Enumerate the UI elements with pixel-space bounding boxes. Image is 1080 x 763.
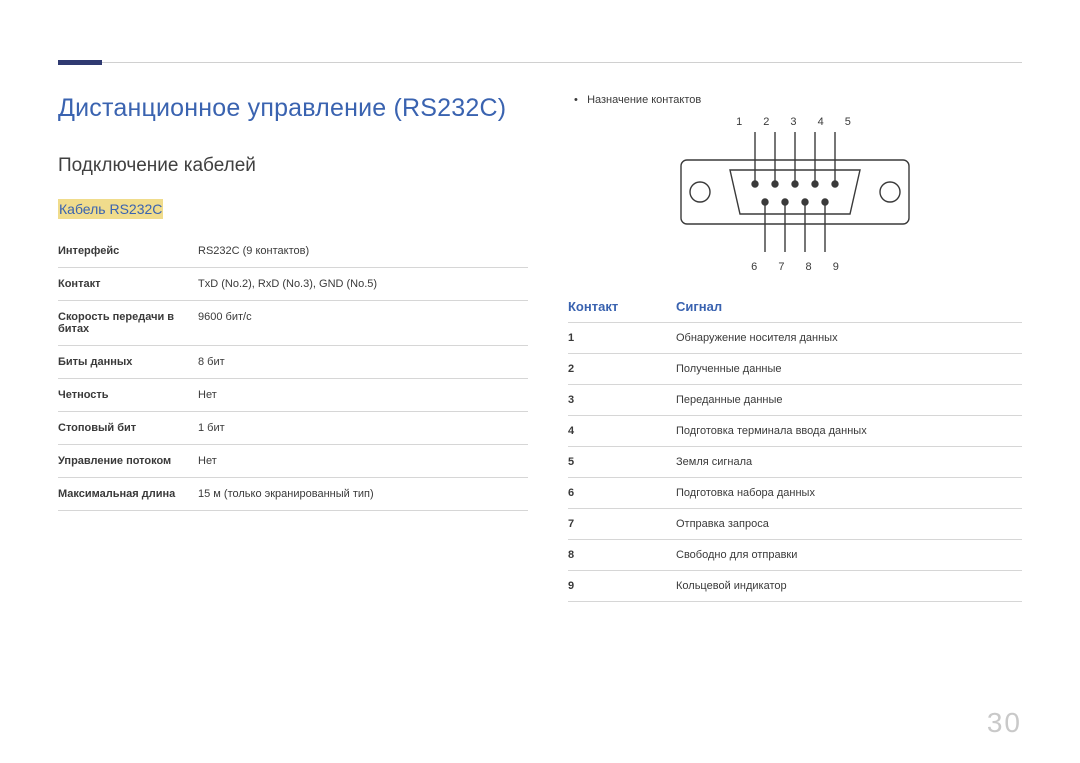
signal-header-pin: Контакт [568, 299, 676, 314]
pin-assignment-label: • Назначение контактов [568, 94, 1022, 106]
signal-name: Отправка запроса [676, 509, 1022, 540]
pin-diagram: 1 2 3 4 5 [680, 116, 910, 273]
table-row: ЧетностьНет [58, 379, 528, 412]
spec-key: Интерфейс [58, 235, 198, 268]
table-row: Максимальная длина15 м (только экраниров… [58, 478, 528, 511]
spec-value: Нет [198, 445, 528, 478]
signal-name: Свободно для отправки [676, 540, 1022, 571]
spec-key: Стоповый бит [58, 412, 198, 445]
spec-key: Контакт [58, 268, 198, 301]
spec-table-body: ИнтерфейсRS232C (9 контактов)КонтактTxD … [58, 235, 528, 511]
signal-pin: 8 [568, 540, 676, 571]
spec-value: 1 бит [198, 412, 528, 445]
table-row: 3Переданные данные [568, 385, 1022, 416]
spec-key: Четность [58, 379, 198, 412]
bullet-icon: • [574, 94, 584, 106]
signal-pin: 2 [568, 354, 676, 385]
table-row: 5Земля сигнала [568, 447, 1022, 478]
spec-key: Управление потоком [58, 445, 198, 478]
signal-table: 1Обнаружение носителя данных2Полученные … [568, 323, 1022, 602]
page-number: 30 [987, 707, 1022, 739]
table-row: 1Обнаружение носителя данных [568, 323, 1022, 354]
signal-pin: 3 [568, 385, 676, 416]
table-row: Биты данных8 бит [58, 346, 528, 379]
cable-heading: Кабель RS232C [58, 199, 163, 219]
left-column: Дистанционное управление (RS232C) Подклю… [58, 94, 528, 602]
signal-name: Подготовка набора данных [676, 478, 1022, 509]
signal-name: Обнаружение носителя данных [676, 323, 1022, 354]
signal-pin: 7 [568, 509, 676, 540]
spec-value: 9600 бит/с [198, 301, 528, 346]
table-row: 6Подготовка набора данных [568, 478, 1022, 509]
page-title: Дистанционное управление (RS232C) [58, 94, 528, 123]
table-row: КонтактTxD (No.2), RxD (No.3), GND (No.5… [58, 268, 528, 301]
header-accent [58, 60, 102, 65]
spec-value: 15 м (только экранированный тип) [198, 478, 528, 511]
db9-connector-icon [680, 132, 910, 252]
signal-pin: 1 [568, 323, 676, 354]
signal-pin: 4 [568, 416, 676, 447]
section-subtitle: Подключение кабелей [58, 155, 528, 177]
signal-name: Переданные данные [676, 385, 1022, 416]
page: Дистанционное управление (RS232C) Подклю… [0, 0, 1080, 763]
signal-table-body: 1Обнаружение носителя данных2Полученные … [568, 323, 1022, 602]
signal-pin: 9 [568, 571, 676, 602]
pin-numbers-bottom: 6 7 8 9 [680, 261, 910, 273]
spec-table: ИнтерфейсRS232C (9 контактов)КонтактTxD … [58, 235, 528, 511]
bullet-text: Назначение контактов [587, 94, 701, 106]
spec-key: Биты данных [58, 346, 198, 379]
table-row: 2Полученные данные [568, 354, 1022, 385]
pin-numbers-top: 1 2 3 4 5 [680, 116, 910, 128]
signal-table-header: Контакт Сигнал [568, 299, 1022, 323]
signal-name: Полученные данные [676, 354, 1022, 385]
right-column: • Назначение контактов 1 2 3 4 5 [568, 94, 1022, 602]
table-row: Стоповый бит1 бит [58, 412, 528, 445]
header-rule [102, 62, 1022, 63]
signal-name: Кольцевой индикатор [676, 571, 1022, 602]
signal-name: Земля сигнала [676, 447, 1022, 478]
table-row: 8Свободно для отправки [568, 540, 1022, 571]
signal-pin: 6 [568, 478, 676, 509]
table-row: 4Подготовка терминала ввода данных [568, 416, 1022, 447]
spec-value: 8 бит [198, 346, 528, 379]
table-row: 9Кольцевой индикатор [568, 571, 1022, 602]
table-row: 7Отправка запроса [568, 509, 1022, 540]
table-row: Скорость передачи в битах9600 бит/с [58, 301, 528, 346]
table-row: ИнтерфейсRS232C (9 контактов) [58, 235, 528, 268]
signal-pin: 5 [568, 447, 676, 478]
spec-value: Нет [198, 379, 528, 412]
signal-name: Подготовка терминала ввода данных [676, 416, 1022, 447]
signal-header-signal: Сигнал [676, 299, 1022, 314]
spec-value: TxD (No.2), RxD (No.3), GND (No.5) [198, 268, 528, 301]
content-columns: Дистанционное управление (RS232C) Подклю… [58, 38, 1022, 602]
spec-key: Скорость передачи в битах [58, 301, 198, 346]
spec-value: RS232C (9 контактов) [198, 235, 528, 268]
spec-key: Максимальная длина [58, 478, 198, 511]
table-row: Управление потокомНет [58, 445, 528, 478]
